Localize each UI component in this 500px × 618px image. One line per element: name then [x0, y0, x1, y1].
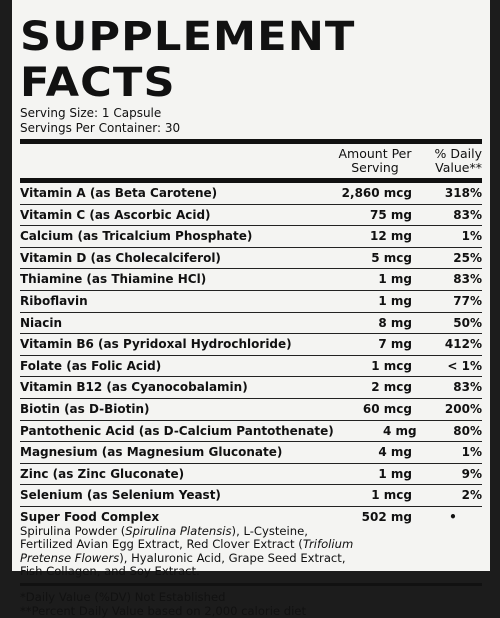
divider: [20, 178, 482, 183]
nutrient-name: Niacin: [20, 315, 63, 330]
nutrient-amount: 12 mg: [370, 229, 412, 244]
nutrient-name: Biotin (as D-Biotin): [20, 401, 150, 416]
nutrient-row: Magnesium (as Magnesium Gluconate) 4 mg 1%: [20, 442, 482, 464]
supplement-label: SUPPLEMENT FACTS Serving Size: 1 Capsule…: [12, 0, 490, 618]
title: SUPPLEMENT FACTS: [20, 14, 356, 106]
nutrient-dv: 83%: [453, 207, 482, 222]
nutrient-amount: 1 mg: [378, 272, 412, 287]
nutrient-row: Folate (as Folic Acid) 1 mcg < 1%: [20, 356, 482, 378]
nutrient-name: Vitamin C (as Ascorbic Acid): [20, 207, 211, 222]
nutrient-row: Calcium (as Tricalcium Phosphate) 12 mg 1%: [20, 226, 482, 248]
footnote: **Percent Daily Value based on 2,000 cal…: [20, 603, 306, 618]
nutrient-dv: 50%: [453, 315, 482, 330]
nutrient-dv: 83%: [453, 272, 482, 287]
desc-italic: Trifolium Pretense Flowers: [20, 537, 354, 565]
nutrient-name: Vitamin B12 (as Cyanocobalamin): [20, 380, 248, 395]
nutrient-name: Riboflavin: [20, 293, 88, 308]
desc-italic: Spirulina Platensis: [125, 523, 232, 538]
nutrient-name: Vitamin B6 (as Pyridoxal Hydrochloride): [20, 337, 292, 352]
nutrient-name: Calcium (as Tricalcium Phosphate): [20, 229, 253, 244]
footnote: *Daily Value (%DV) Not Established: [20, 589, 226, 604]
complex-row: Super Food Complex 502 mg •: [20, 507, 482, 525]
nutrient-amount: 1 mg: [378, 293, 412, 308]
nutrient-dv: 1%: [461, 229, 482, 244]
nutrient-row: Biotin (as D-Biotin) 60 mcg 200%: [20, 399, 482, 421]
desc-text: ), L-Cysteine, Fertilized Avian Egg Extr…: [20, 523, 308, 552]
nutrient-amount: 2 mcg: [371, 380, 412, 395]
complex-name: Super Food Complex: [20, 509, 160, 524]
complex-description: Spirulina Powder (Spirulina Platensis), …: [20, 523, 360, 583]
nutrient-row: Vitamin B6 (as Pyridoxal Hydrochloride) 7…: [20, 334, 482, 356]
nutrient-amount: 4 mg: [383, 423, 417, 438]
nutrient-amount: 4 mg: [378, 445, 412, 460]
serving-size: Serving Size: 1 Capsule: [20, 106, 162, 120]
nutrient-row: Vitamin B12 (as Cyanocobalamin) 2 mcg 83%: [20, 377, 482, 399]
nutrient-amount: 2,860 mcg: [341, 186, 412, 200]
complex-dv: •: [449, 509, 457, 524]
nutrient-row: Pantothenic Acid (as D-Calcium Pantothen…: [20, 421, 482, 443]
nutrient-dv: 200%: [444, 401, 482, 416]
nutrient-name: Vitamin D (as Cholecalciferol): [20, 250, 221, 265]
nutrient-row: Vitamin C (as Ascorbic Acid) 75 mg 83%: [20, 205, 482, 227]
nutrient-name: Zinc (as Zinc Gluconate): [20, 466, 185, 481]
nutrient-dv: < 1%: [447, 358, 482, 373]
nutrient-amount: 7 mg: [378, 337, 412, 352]
nutrient-amount: 75 mg: [370, 207, 412, 222]
complex-amount: 502 mg: [361, 509, 412, 524]
nutrient-amount: 60 mcg: [362, 401, 412, 416]
footnotes: *Daily Value (%DV) Not Established **Per…: [20, 586, 482, 618]
nutrient-row: Niacin 8 mg 50%: [20, 313, 482, 335]
nutrient-name: Thiamine (as Thiamine HCl): [20, 272, 207, 287]
nutrient-row: Vitamin D (as Cholecalciferol) 5 mcg 25%: [20, 248, 482, 270]
nutrient-dv: 80%: [453, 423, 482, 438]
nutrient-name: Folate (as Folic Acid): [20, 358, 162, 373]
nutrient-dv: 318%: [444, 186, 482, 200]
nutrient-dv: 77%: [453, 293, 482, 308]
nutrient-dv: 9%: [461, 466, 482, 481]
nutrient-name: Selenium (as Selenium Yeast): [20, 488, 221, 503]
nutrient-amount: 1 mcg: [371, 488, 412, 503]
nutrient-amount: 5 mcg: [371, 250, 412, 265]
nutrient-dv: 412%: [444, 337, 482, 352]
desc-text: Spirulina Powder (: [20, 523, 126, 538]
dv-header: % Daily Value**: [434, 146, 482, 175]
amount-header: Amount Per Serving: [338, 146, 412, 175]
nutrient-name: Magnesium (as Magnesium Gluconate): [20, 445, 283, 460]
nutrient-row: Selenium (as Selenium Yeast) 1 mcg 2%: [20, 485, 482, 507]
nutrient-amount: 1 mg: [378, 466, 412, 481]
nutrient-amount: 8 mg: [378, 315, 412, 330]
servings-per-container: Servings Per Container: 30: [20, 121, 181, 135]
column-headers: Amount Per Serving % Daily Value**: [20, 144, 482, 178]
nutrient-amount: 1 mcg: [371, 358, 412, 373]
nutrient-row: Riboflavin 1 mg 77%: [20, 291, 482, 313]
nutrient-row: Zinc (as Zinc Gluconate) 1 mg 9%: [20, 464, 482, 486]
nutrient-dv: 2%: [461, 488, 482, 503]
nutrient-name: Vitamin A (as Beta Carotene): [20, 186, 218, 200]
nutrient-rows: Vitamin A (as Beta Carotene) 2,860 mcg 318…: [20, 183, 482, 507]
nutrient-dv: 83%: [453, 380, 482, 395]
nutrient-name: Pantothenic Acid (as D-Calcium Pantothen…: [20, 423, 334, 438]
nutrient-dv: 25%: [453, 250, 482, 265]
nutrient-dv: 1%: [461, 445, 482, 460]
nutrient-row: Vitamin A (as Beta Carotene) 2,860 mcg 318…: [20, 183, 482, 205]
nutrient-row: Thiamine (as Thiamine HCl) 1 mg 83%: [20, 269, 482, 291]
page: SUPPLEMENT FACTS Serving Size: 1 Capsule…: [12, 0, 490, 618]
divider: [20, 139, 482, 144]
